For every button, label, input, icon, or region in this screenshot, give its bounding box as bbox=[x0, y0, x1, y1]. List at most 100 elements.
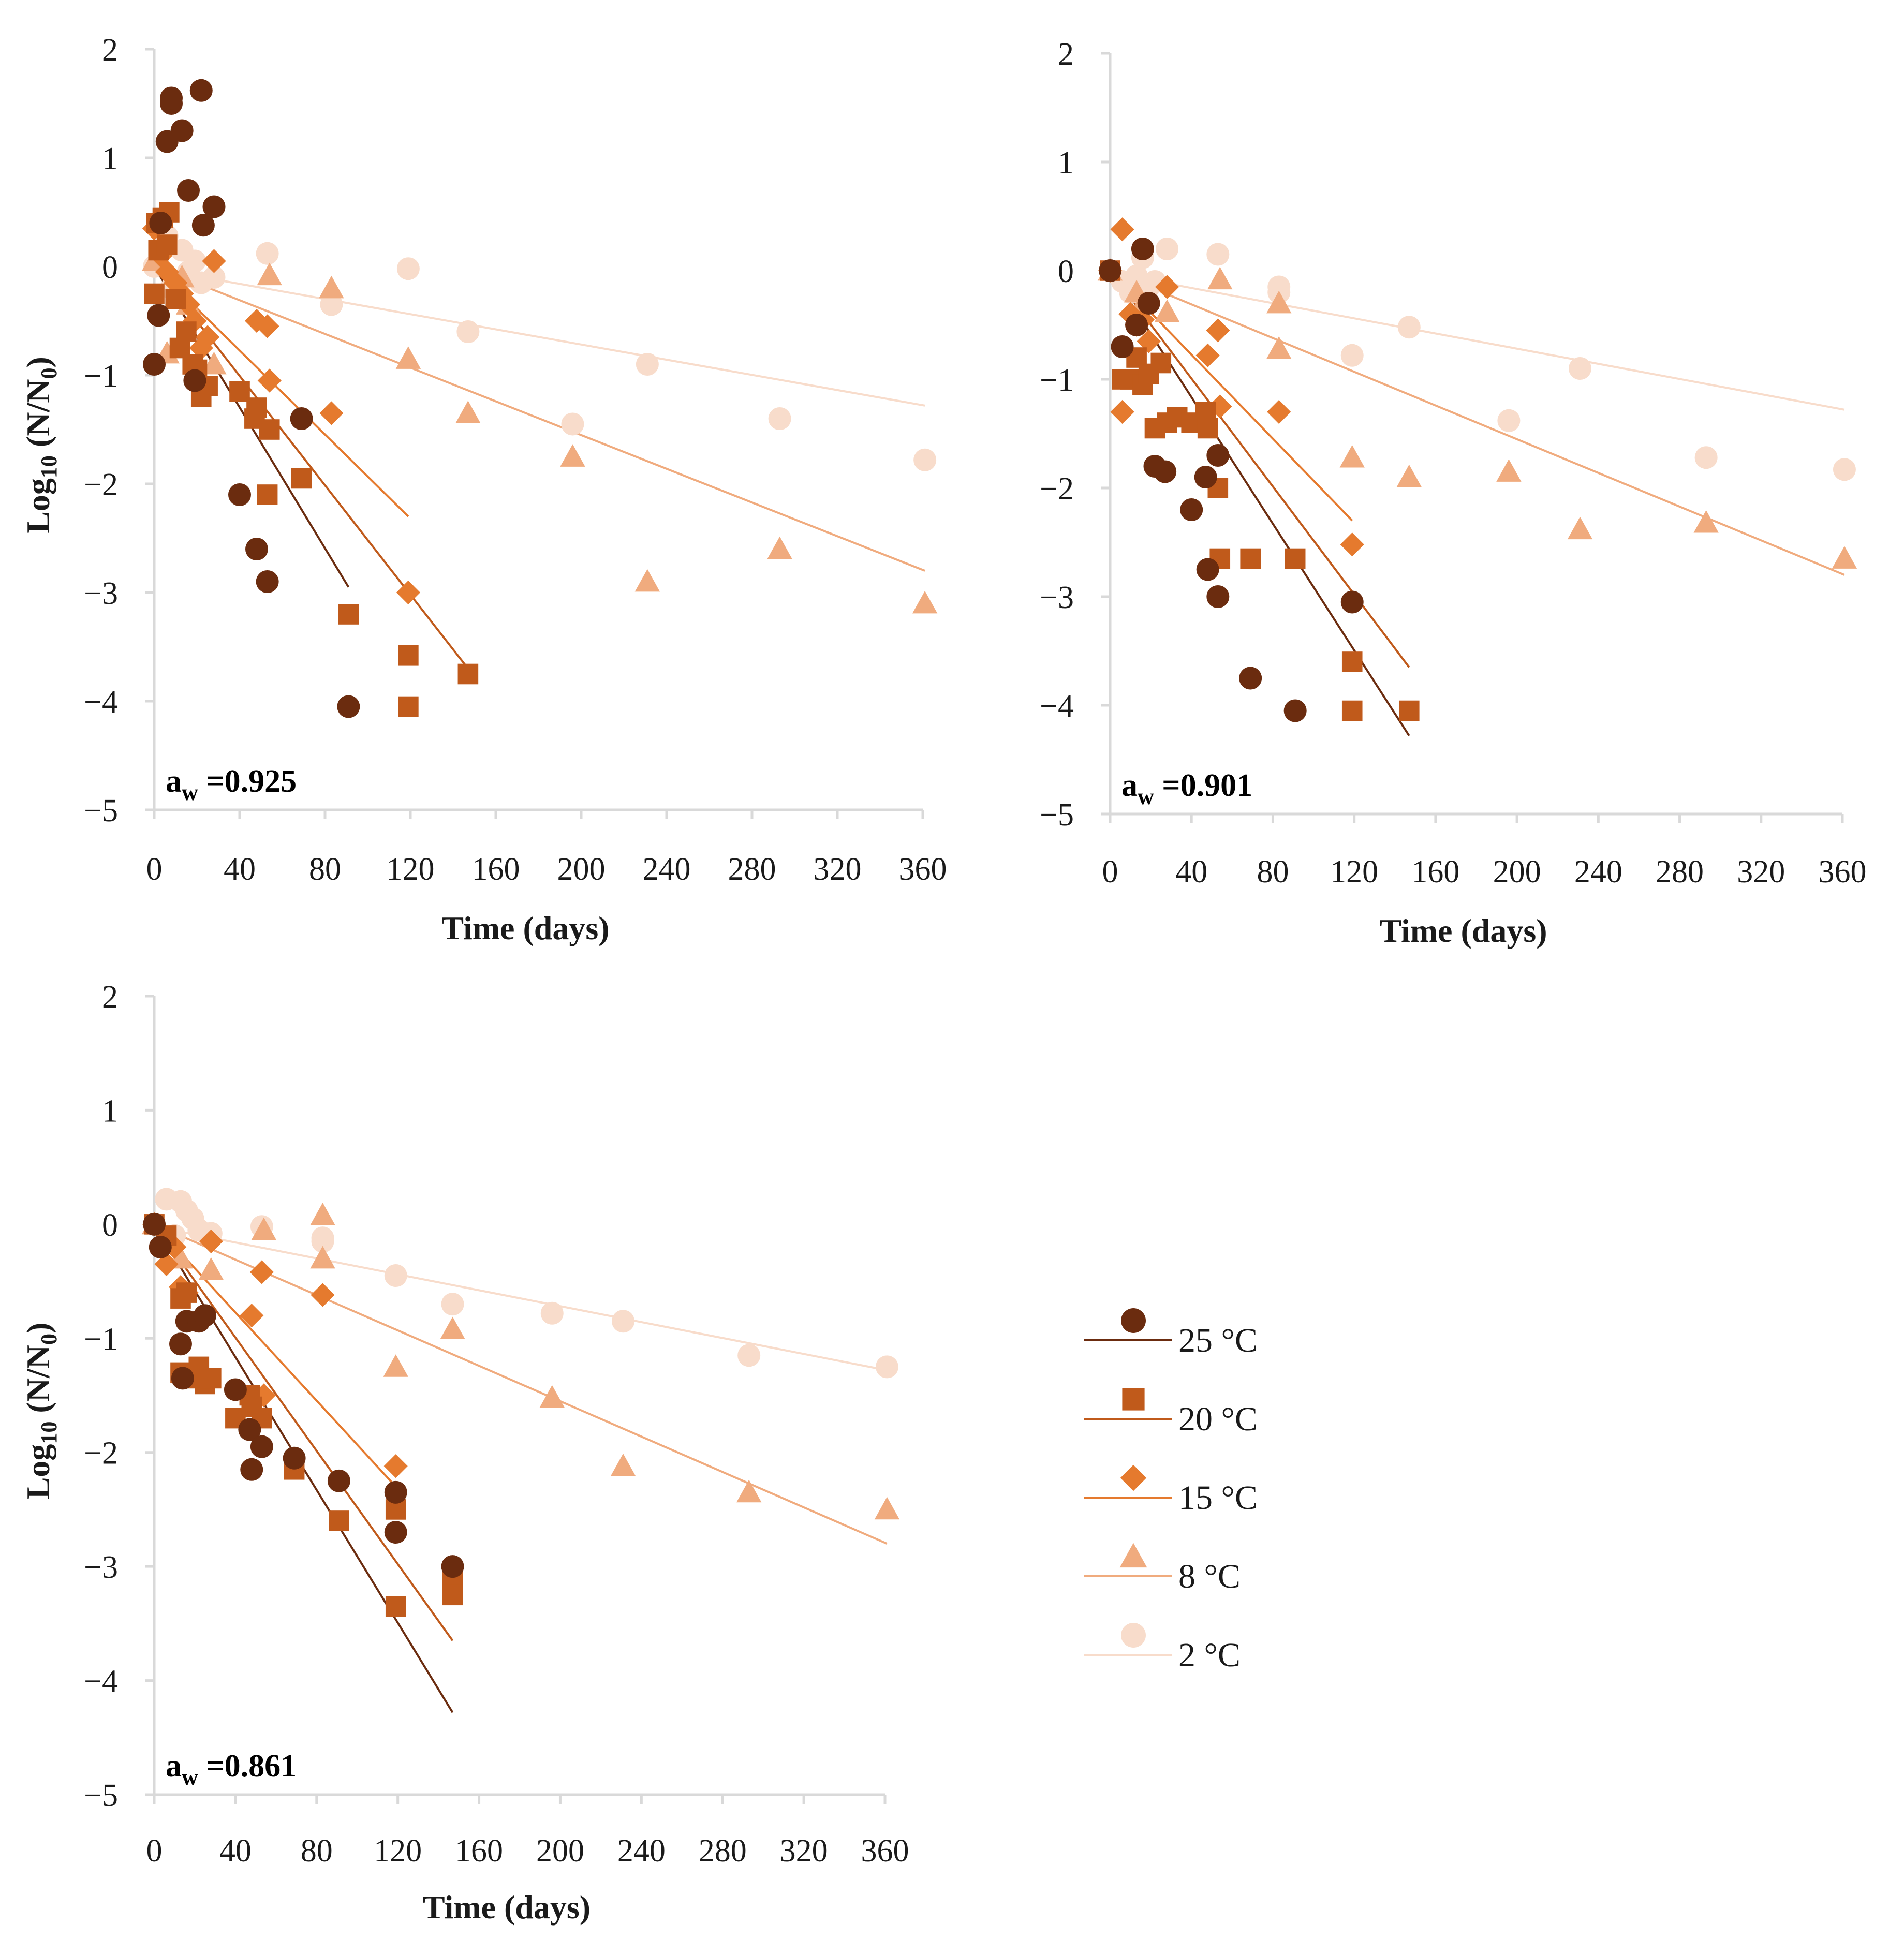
data-point bbox=[291, 468, 312, 489]
y-tick-label: 0 bbox=[102, 1208, 118, 1243]
data-point bbox=[201, 1368, 222, 1389]
data-point bbox=[1341, 700, 1363, 721]
data-point bbox=[398, 696, 419, 717]
data-point bbox=[228, 483, 251, 506]
y-tick-label: 2 bbox=[102, 980, 118, 1015]
y-tick-label: −5 bbox=[84, 793, 118, 828]
data-point bbox=[245, 538, 268, 560]
fit-line bbox=[154, 1223, 888, 1545]
x-tick-label: 280 bbox=[728, 852, 776, 887]
x-tick-label: 120 bbox=[1330, 854, 1378, 890]
y-tick-label: 1 bbox=[102, 141, 118, 176]
data-point bbox=[183, 249, 206, 273]
data-point bbox=[290, 407, 313, 430]
data-point bbox=[311, 1283, 335, 1307]
panel-aw-0901: 2 1 0 −1 −2 −3 −4 −5 0 40 80 120 160 200 240 280 320 360 T… bbox=[1040, 37, 1866, 949]
data-point bbox=[259, 419, 280, 440]
y-tick-label: −4 bbox=[84, 1664, 118, 1699]
fit-line bbox=[154, 265, 925, 572]
x-tick-label: 160 bbox=[472, 852, 520, 887]
data-point bbox=[1154, 299, 1180, 322]
data-point bbox=[144, 283, 165, 304]
legend-marker bbox=[1119, 1543, 1147, 1568]
data-point bbox=[539, 1385, 565, 1408]
data-point bbox=[875, 1355, 898, 1379]
x-tick-label: 360 bbox=[861, 1833, 909, 1869]
y-tick-label: −4 bbox=[1040, 689, 1074, 724]
data-point bbox=[1694, 446, 1718, 469]
data-point bbox=[1206, 444, 1230, 467]
panel-aw-0925: 2 1 0 −1 −2 −3 −4 −5 0 40 80 120 160 200 240 280 320 360 T… bbox=[20, 33, 947, 946]
data-point bbox=[1398, 700, 1420, 721]
y-tick-label: −2 bbox=[84, 1436, 118, 1471]
x-tick-label: 280 bbox=[1656, 854, 1704, 890]
x-axis-title: Time (days) bbox=[1379, 912, 1547, 949]
x-tick-label: 320 bbox=[780, 1833, 828, 1869]
x-tick-label: 120 bbox=[387, 852, 435, 887]
data-point bbox=[1137, 292, 1160, 315]
data-point bbox=[1266, 290, 1292, 314]
data-point bbox=[1197, 418, 1218, 439]
y-tick-label: 2 bbox=[1058, 37, 1074, 72]
data-point bbox=[249, 1260, 274, 1284]
fit-line bbox=[153, 265, 469, 670]
legend-label: 25 °C bbox=[1178, 1322, 1258, 1359]
x-tick-label: 160 bbox=[455, 1833, 503, 1869]
data-point bbox=[1340, 590, 1364, 614]
data-point bbox=[143, 353, 166, 376]
y-tick-label: 0 bbox=[102, 250, 118, 285]
x-tick-label: 0 bbox=[1102, 854, 1118, 890]
panel-label: aw =0.925 bbox=[166, 764, 297, 805]
fit-line bbox=[1110, 272, 1845, 411]
data-point bbox=[1396, 464, 1422, 487]
y-tick-label: 1 bbox=[1058, 145, 1074, 181]
data-point bbox=[1110, 399, 1134, 424]
data-point bbox=[224, 1378, 247, 1401]
y-tick-label: −1 bbox=[1040, 363, 1074, 398]
legend: 25 °C 20 °C 15 °C 8 °C 2 °C bbox=[1084, 1308, 1258, 1674]
data-point bbox=[383, 1354, 408, 1377]
data-point bbox=[396, 580, 420, 605]
x-tick-label: 240 bbox=[617, 1833, 666, 1869]
data-point bbox=[1155, 275, 1179, 299]
x-tick-label: 40 bbox=[224, 852, 256, 887]
data-point bbox=[1239, 667, 1262, 690]
data-point bbox=[636, 353, 659, 376]
data-point bbox=[143, 1212, 166, 1236]
y-tick-label: −2 bbox=[84, 467, 118, 502]
data-point bbox=[1568, 357, 1591, 380]
y-axis-title: Log10 (N/N0) bbox=[20, 357, 62, 534]
fit-line bbox=[154, 268, 925, 407]
legend-label: 15 °C bbox=[1178, 1479, 1258, 1517]
data-point bbox=[320, 293, 343, 316]
data-point bbox=[283, 1446, 306, 1470]
data-point bbox=[240, 1304, 264, 1328]
data-point bbox=[1195, 343, 1220, 367]
data-point bbox=[256, 242, 279, 265]
fit-line bbox=[153, 1223, 397, 1488]
data-point bbox=[198, 1257, 224, 1280]
data-point bbox=[767, 536, 792, 559]
data-point bbox=[385, 1596, 406, 1617]
data-point bbox=[246, 397, 267, 418]
x-tick-label: 200 bbox=[1493, 854, 1541, 890]
data-point bbox=[396, 257, 420, 280]
data-point bbox=[255, 314, 279, 338]
data-point bbox=[398, 645, 419, 666]
data-point bbox=[201, 351, 227, 375]
data-point bbox=[177, 179, 200, 202]
data-point bbox=[310, 1203, 335, 1225]
data-point bbox=[1111, 335, 1134, 358]
data-point bbox=[1110, 217, 1134, 242]
data-point bbox=[310, 1246, 335, 1269]
data-point bbox=[612, 1310, 635, 1333]
x-tick-label: 120 bbox=[374, 1833, 422, 1869]
data-point bbox=[610, 1453, 636, 1476]
data-point bbox=[202, 266, 226, 289]
data-point bbox=[913, 448, 937, 471]
legend-marker bbox=[1120, 1464, 1147, 1491]
data-point bbox=[199, 1229, 223, 1254]
data-point bbox=[1285, 548, 1306, 569]
data-point bbox=[257, 484, 278, 505]
y-tick-label: −2 bbox=[1040, 471, 1074, 507]
